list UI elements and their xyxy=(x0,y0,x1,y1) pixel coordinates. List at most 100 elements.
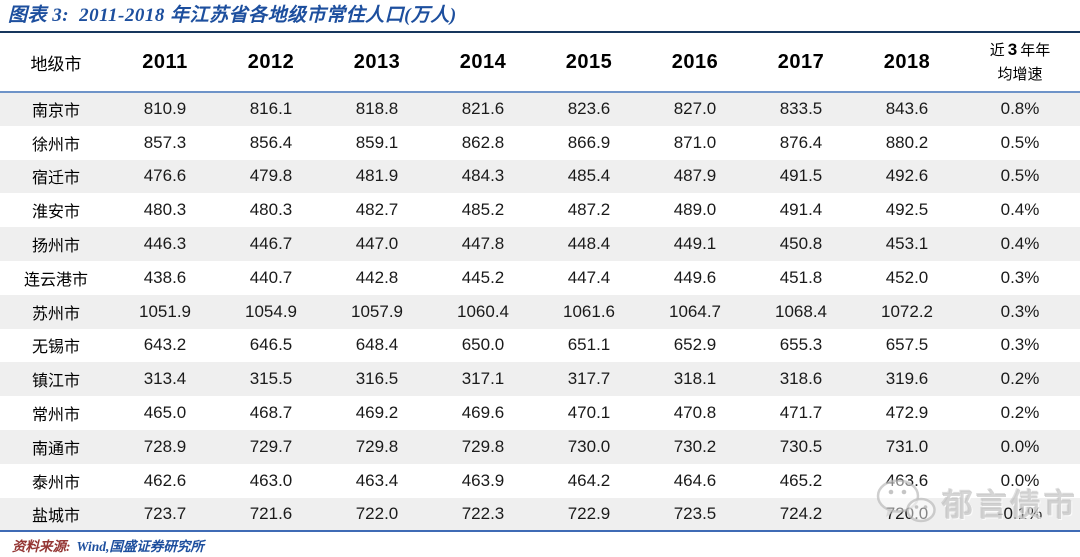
population-value: 722.3 xyxy=(461,503,505,523)
population-value: 447.8 xyxy=(461,234,505,254)
growth-rate-value: 0.0% xyxy=(1000,470,1040,490)
population-value: 470.8 xyxy=(673,403,717,423)
table-header-row: 地级市 2011 2012 2013 2014 2015 2016 2017 2… xyxy=(0,33,1080,92)
population-value: 452.0 xyxy=(885,267,929,287)
population-value: 810.9 xyxy=(143,99,187,119)
population-value: 722.0 xyxy=(355,503,399,523)
population-value: 730.5 xyxy=(779,436,823,456)
population-value: 462.6 xyxy=(143,470,187,490)
growth-rate-value: 0.4% xyxy=(1000,200,1040,220)
population-value: 447.0 xyxy=(355,234,399,254)
year-column-header: 2012 xyxy=(247,50,295,73)
population-value: 468.7 xyxy=(249,403,293,423)
growth-rate-value: 0.3% xyxy=(1000,301,1040,321)
population-value: 843.6 xyxy=(885,99,929,119)
population-value: 821.6 xyxy=(461,99,505,119)
growth-rate-value: 0.2% xyxy=(1000,369,1040,389)
population-value: 469.6 xyxy=(461,403,505,423)
population-value: 823.6 xyxy=(567,99,611,119)
population-value: 816.1 xyxy=(249,99,293,119)
column-header-growth: 近 3 年年 均增速 xyxy=(960,33,1080,92)
growth-rate-value: 0.5% xyxy=(1000,166,1040,186)
population-value: 720.0 xyxy=(885,503,929,523)
year-column-header: 2018 xyxy=(883,50,931,73)
growth-rate-value: 0.0% xyxy=(1000,436,1040,456)
population-value: 313.4 xyxy=(143,369,187,389)
population-value: 646.5 xyxy=(249,335,293,355)
population-value: 722.9 xyxy=(567,503,611,523)
population-value: 731.0 xyxy=(885,436,929,456)
growth-rate-value: 0.5% xyxy=(1000,132,1040,152)
population-value: 724.2 xyxy=(779,503,823,523)
population-value: 472.9 xyxy=(885,403,929,423)
population-value: 316.5 xyxy=(355,369,399,389)
population-value: 657.5 xyxy=(885,335,929,355)
population-value: 1072.2 xyxy=(881,301,933,321)
population-value: 730.0 xyxy=(567,436,611,456)
population-value: 463.9 xyxy=(461,470,505,490)
growth-header-line2: 均增速 xyxy=(997,66,1043,83)
population-value: 1051.9 xyxy=(139,301,191,321)
table-row: 南京市 810.9 816.1 818.8 821.6 823.6 827.0 833.5 84… xyxy=(0,92,1080,126)
population-value: 469.2 xyxy=(355,403,399,423)
figure-title: 图表 3: 2011-2018 年江苏省各地级市常住人口(万人) xyxy=(0,0,1080,33)
year-column-header: 2016 xyxy=(671,50,719,73)
population-value: 487.2 xyxy=(567,200,611,220)
city-name: 南通市 xyxy=(31,440,80,458)
population-value: 487.9 xyxy=(673,166,717,186)
city-name: 扬州市 xyxy=(31,238,80,256)
population-value: 648.4 xyxy=(355,335,399,355)
population-value: 318.6 xyxy=(779,369,823,389)
population-value: 453.1 xyxy=(885,234,929,254)
population-value: 485.2 xyxy=(461,200,505,220)
table-row: 连云港市 438.6 440.7 442.8 445.2 447.4 449.6 451.8 4… xyxy=(0,261,1080,295)
population-value: 465.2 xyxy=(779,470,823,490)
population-value: 476.6 xyxy=(143,166,187,186)
year-column-header: 2011 xyxy=(142,50,188,73)
city-name: 盐城市 xyxy=(31,507,80,525)
growth-rate-value: 0.3% xyxy=(1000,267,1040,287)
population-value: 652.9 xyxy=(673,335,717,355)
population-value: 492.6 xyxy=(885,166,929,186)
population-value: 484.3 xyxy=(461,166,505,186)
population-value: 723.5 xyxy=(673,503,717,523)
figure-title-text: 2011-2018 年江苏省各地级市常住人口(万人) xyxy=(79,5,457,26)
table-row: 扬州市 446.3 446.7 447.0 447.8 448.4 449.1 450.8 45… xyxy=(0,227,1080,261)
population-value: 438.6 xyxy=(143,267,187,287)
population-value: 833.5 xyxy=(779,99,823,119)
growth-rate-value: 0.8% xyxy=(1000,99,1040,119)
population-value: 1054.9 xyxy=(245,301,297,321)
city-name: 南京市 xyxy=(31,103,80,121)
table-row: 无锡市 643.2 646.5 648.4 650.0 651.1 652.9 655.3 65… xyxy=(0,329,1080,363)
table-row: 镇江市 313.4 315.5 316.5 317.1 317.7 318.1 318.6 31… xyxy=(0,362,1080,397)
population-value: 871.0 xyxy=(673,132,717,152)
population-value: 440.7 xyxy=(249,267,293,287)
population-value: 479.8 xyxy=(249,166,293,186)
population-value: 451.8 xyxy=(779,267,823,287)
population-value: 729.8 xyxy=(355,436,399,456)
population-value: 876.4 xyxy=(779,132,823,152)
growth-rate-value: -0.1% xyxy=(997,503,1043,523)
population-value: 866.9 xyxy=(567,132,611,152)
population-value: 818.8 xyxy=(355,99,399,119)
growth-rate-value: 0.3% xyxy=(1000,335,1040,355)
population-value: 463.4 xyxy=(355,470,399,490)
population-value: 442.8 xyxy=(355,267,399,287)
population-value: 723.7 xyxy=(143,503,187,523)
source-text: Wind,国盛证券研究所 xyxy=(76,539,204,555)
population-value: 480.3 xyxy=(249,200,293,220)
figure-label: 图表 3: xyxy=(8,5,70,26)
population-value: 491.4 xyxy=(779,200,823,220)
population-value: 463.0 xyxy=(249,470,293,490)
population-value: 856.4 xyxy=(249,132,293,152)
city-name: 淮安市 xyxy=(31,204,80,222)
population-table: 地级市 2011 2012 2013 2014 2015 2016 2017 2… xyxy=(0,33,1080,532)
population-value: 470.1 xyxy=(567,403,611,423)
source-label: 资料来源: xyxy=(12,539,71,555)
population-value: 449.6 xyxy=(673,267,717,287)
growth-header-line1: 近 3 年年 xyxy=(989,40,1051,60)
population-value: 448.4 xyxy=(567,234,611,254)
city-name: 泰州市 xyxy=(31,474,80,492)
population-value: 482.7 xyxy=(355,200,399,220)
